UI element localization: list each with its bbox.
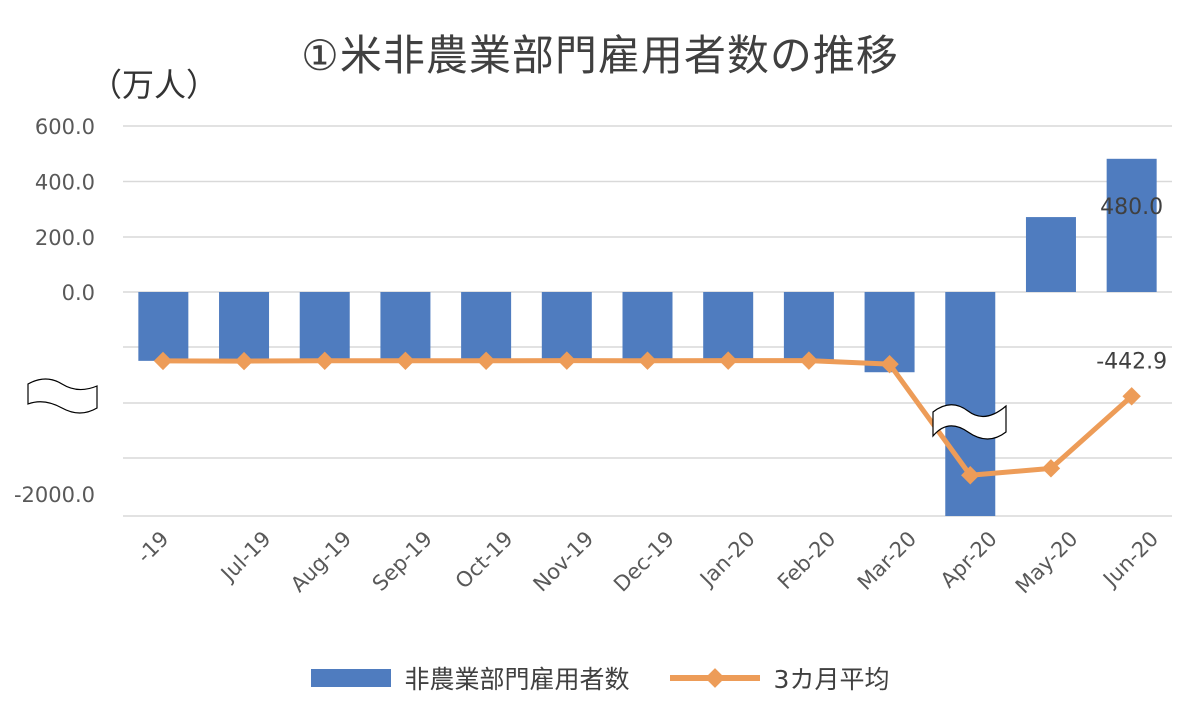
bar	[461, 292, 512, 361]
x-tick-label: May-20	[1011, 527, 1083, 599]
y-tick-label: 0.0	[62, 281, 95, 305]
data-labels: 480.0 -442.9	[1096, 195, 1167, 374]
x-tick-label: Dec-19	[609, 527, 679, 597]
legend-line-swatch	[669, 668, 760, 688]
data-label: 480.0	[1100, 195, 1163, 220]
bar-break-mark	[932, 404, 1007, 440]
line-point	[234, 351, 254, 371]
line-point	[1041, 459, 1061, 478]
line-point	[396, 351, 415, 370]
legend-line-label: 3カ月平均	[773, 665, 890, 694]
bar	[541, 292, 592, 361]
y-axis-break-mark	[27, 378, 98, 414]
x-tick-label: Mar-20	[853, 527, 921, 595]
bar	[219, 292, 270, 362]
y-tick-label: 200.0	[35, 226, 95, 250]
bar-series	[138, 158, 1157, 516]
x-tick-label: Sep-19	[368, 527, 437, 596]
gridlines	[123, 125, 1172, 517]
line-point	[476, 351, 496, 370]
y-axis-unit-label: （万人）	[90, 66, 219, 104]
x-tick-label: Oct-19	[451, 527, 518, 594]
x-tick-label: Jan-20	[694, 527, 760, 593]
line-point	[557, 351, 577, 370]
x-tick-label: Aug-19	[286, 527, 356, 597]
y-tick-label: 400.0	[35, 171, 95, 195]
line-point	[315, 351, 334, 370]
bar	[783, 292, 834, 361]
bar	[703, 292, 754, 361]
axis-break-marks	[27, 378, 1007, 440]
x-axis-ticks: -19 Jul-19 Aug-19 Sep-19 Oct-19 Nov-19 Dec-19 J…	[132, 527, 1163, 599]
x-tick-label: -19	[132, 527, 173, 568]
line-point	[638, 351, 657, 370]
bar	[1106, 158, 1157, 292]
bar	[1025, 217, 1076, 292]
line-point	[799, 351, 819, 370]
x-tick-label: Apr-20	[936, 527, 1002, 593]
line-series	[153, 351, 1141, 485]
line-point	[880, 354, 899, 374]
y-axis-ticks: 600.0 400.0 200.0 0.0 -2000.0	[14, 115, 95, 507]
chart-title: ①米非農業部門雇用者数の推移	[301, 31, 899, 80]
y-tick-label: -2000.0	[14, 483, 95, 507]
x-tick-label: Nov-19	[529, 527, 599, 597]
line-point	[961, 466, 980, 485]
legend: 非農業部門雇用者数 3カ月平均	[0, 660, 1200, 696]
line-point	[1122, 387, 1141, 406]
bar	[622, 292, 673, 361]
bar	[380, 292, 431, 361]
line-point	[153, 351, 173, 371]
bar	[299, 292, 350, 361]
x-tick-label: Feb-20	[773, 527, 841, 595]
data-label: -442.9	[1096, 349, 1167, 374]
y-tick-label: 600.0	[35, 115, 95, 139]
legend-bar-swatch	[310, 669, 391, 687]
x-tick-label: Jul-19	[215, 527, 276, 588]
legend-item-line: 3カ月平均	[669, 660, 890, 696]
bar	[138, 292, 189, 361]
line-point	[718, 351, 738, 370]
legend-item-bar: 非農業部門雇用者数	[310, 660, 630, 696]
legend-bar-label: 非農業部門雇用者数	[404, 665, 630, 694]
x-tick-label: Jun-20	[1097, 527, 1163, 593]
